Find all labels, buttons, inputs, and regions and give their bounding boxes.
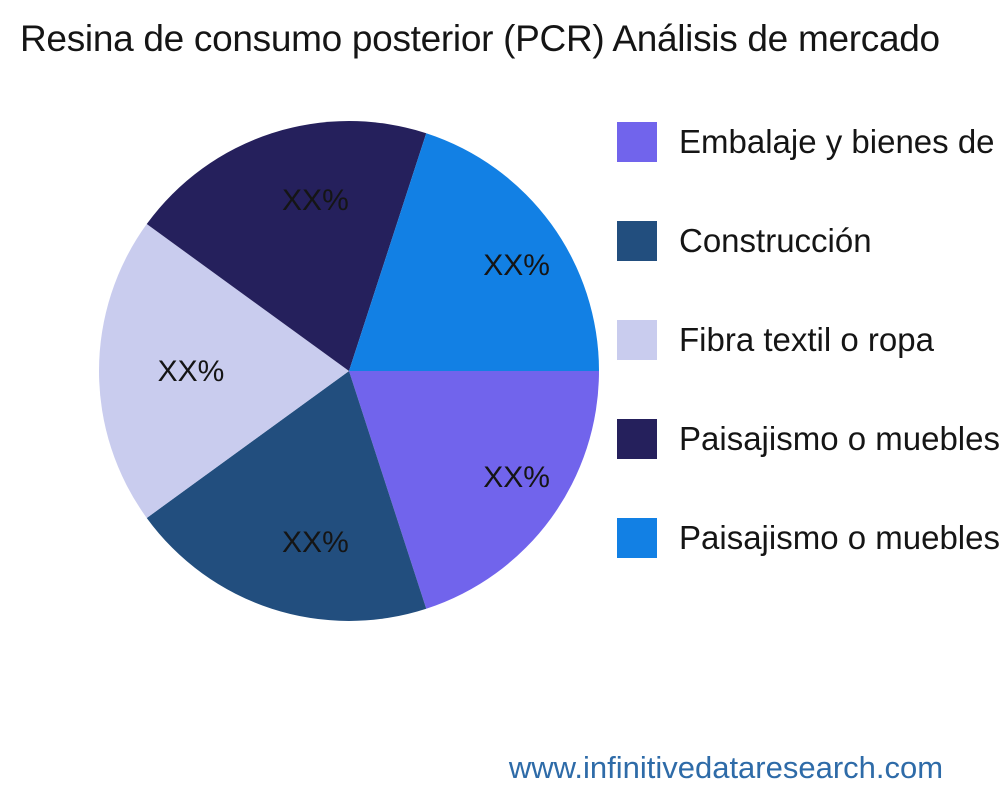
- legend-item-label: Paisajismo o muebles: [679, 420, 1000, 457]
- pie-slice-value-label: XX%: [483, 461, 550, 494]
- watermark-url: www.infinitivedataresearch.com: [508, 750, 944, 785]
- pie-slice-0: [349, 371, 599, 609]
- pie-slice-value-label: XX%: [158, 355, 225, 388]
- legend-item-0: Embalaje y bienes de: [617, 122, 1000, 162]
- pie-slice-value-label: XX%: [483, 249, 550, 282]
- legend-item-4: Paisajismo o muebles: [617, 518, 1000, 558]
- pie-slice-value-label: XX%: [282, 526, 349, 559]
- legend-swatch-icon: [617, 320, 657, 360]
- chart-legend: Embalaje y bienes de Construcción Fibra te…: [617, 122, 1000, 558]
- pie-slice-1: [146, 371, 427, 621]
- pie-slice-3: [146, 121, 427, 372]
- chart-title: Resina de consumo posterior (PCR) Anális…: [20, 18, 940, 59]
- legend-swatch-icon: [617, 122, 657, 162]
- legend-item-2: Fibra textil o ropa: [617, 320, 1000, 360]
- pie-slice-2: [99, 224, 350, 518]
- pie-slice-value-label: XX%: [282, 184, 349, 217]
- pie-chart: XX% XX% XX% XX% XX%: [99, 121, 599, 621]
- legend-swatch-icon: [617, 419, 657, 459]
- legend-swatch-icon: [617, 221, 657, 261]
- legend-swatch-icon: [617, 518, 657, 558]
- legend-item-label: Embalaje y bienes de: [679, 123, 995, 160]
- pie-slice-4: [349, 133, 599, 371]
- legend-item-label: Construcción: [679, 222, 872, 259]
- legend-item-3: Paisajismo o muebles: [617, 419, 1000, 459]
- legend-item-label: Fibra textil o ropa: [679, 321, 934, 358]
- legend-item-label: Paisajismo o muebles: [679, 519, 1000, 556]
- legend-item-1: Construcción: [617, 221, 1000, 261]
